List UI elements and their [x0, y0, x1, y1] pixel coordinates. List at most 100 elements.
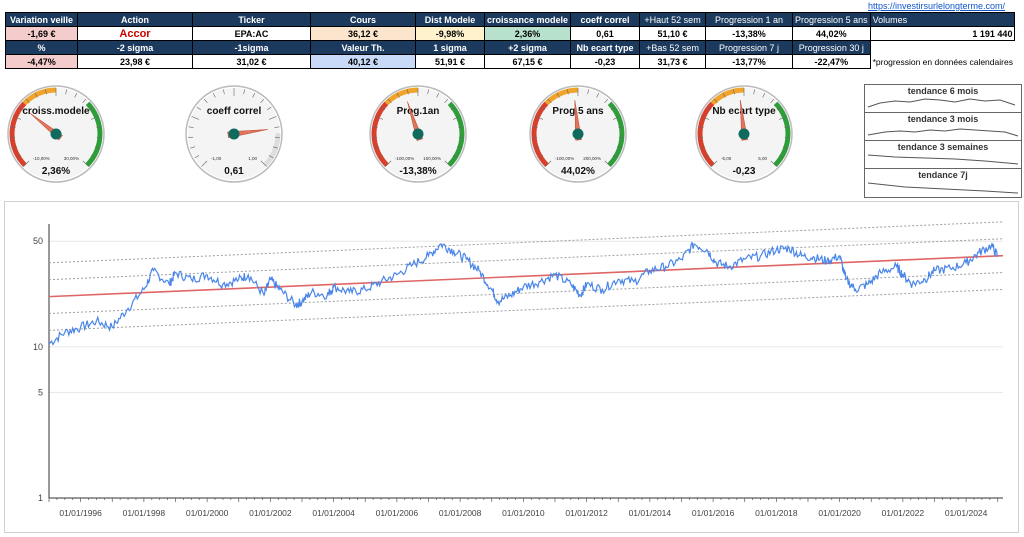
gauge-hub — [412, 128, 424, 140]
trend-3-mois: tendance 3 mois — [865, 113, 1021, 141]
gauge-tick — [778, 155, 784, 159]
sigma-band-line — [48, 272, 1004, 315]
gauge-nb-ecart: Nb ecart type -5,00 5,00 -0,23 — [694, 84, 794, 184]
gauge-min-label: -10,00% — [33, 156, 50, 161]
gauge-tick — [700, 146, 706, 149]
hdr-prog-5ans: Progression 5 ans — [792, 12, 871, 27]
stats-header-row-2: % -2 sigma -1sigma Valeur Th. 1 sigma +2… — [5, 40, 1015, 55]
hdr-volumes: Volumes — [869, 12, 1016, 27]
gauge-tick — [427, 89, 430, 95]
x-tick-label: 01/01/2008 — [439, 508, 482, 518]
gauge-band-orange — [22, 87, 57, 106]
val-pct: -4,47% — [5, 54, 78, 69]
gauge-band-orange — [544, 87, 579, 106]
gauge-tick — [704, 155, 710, 159]
sparkline-6-mois — [867, 98, 1016, 108]
gauge-tick — [88, 106, 94, 111]
gauge-tick — [387, 98, 392, 104]
gauge-tick — [534, 146, 540, 149]
gauge-band-green — [607, 101, 625, 167]
gauge-max-label: 200,00% — [583, 156, 601, 161]
val-prog-1an: -13,38% — [705, 26, 794, 41]
gauge-tick — [396, 92, 400, 98]
gauge-tick — [194, 155, 200, 159]
trend-label: tendance 3 semaines — [897, 142, 989, 152]
gauge-tick — [784, 126, 790, 128]
site-link[interactable]: https://investirsurlelongterme.com/ — [868, 1, 1006, 11]
gauge-tick — [753, 89, 756, 95]
gauge-band-green — [85, 101, 103, 167]
gauge-prog-5ans: Prog.5 ans -100,00% 200,00% 44,02% — [528, 84, 628, 184]
gauge-tick — [698, 126, 704, 128]
gauge-tick — [23, 160, 30, 167]
gauge-tick — [82, 98, 87, 104]
gauge-tick — [566, 89, 569, 95]
gauge-tick — [12, 146, 18, 149]
gauge-tick — [190, 146, 196, 149]
x-tick-label: 01/01/2024 — [945, 508, 988, 518]
gauge-tick — [196, 106, 202, 111]
gauge-value: 44,02% — [561, 166, 595, 177]
gauge-tick — [452, 116, 461, 120]
stats-header-row-1: Variation veille Action Ticker Cours Dis… — [5, 12, 1016, 27]
gauge-tick — [776, 106, 782, 111]
gauge-tick — [74, 92, 78, 98]
x-tick-label: 01/01/2010 — [502, 508, 545, 518]
gauge-tick — [596, 92, 600, 98]
gauge-tick — [260, 98, 265, 104]
val-bas-52: 31,73 € — [639, 54, 707, 69]
price-series-line — [48, 241, 998, 346]
gauge-tick — [212, 92, 216, 98]
y-tick-label: 10 — [33, 342, 43, 352]
gauge-tick — [778, 116, 787, 120]
gauge-tick — [90, 155, 96, 159]
val-ticker: EPA:AC — [192, 26, 311, 41]
gauge-title: Nb ecart type — [712, 106, 776, 117]
gauge-tick — [722, 92, 726, 98]
hdr-dist-modele: Dist Modele — [415, 12, 485, 27]
hdr-minus1sigma: -1sigma — [192, 40, 311, 55]
gauge-band-red — [371, 101, 389, 167]
gauge-tick — [713, 98, 718, 104]
gauge-tick — [444, 160, 451, 167]
x-tick-label: 01/01/2022 — [882, 508, 925, 518]
gauge-tick — [34, 92, 38, 98]
gauge-hub — [228, 128, 240, 140]
gauge-value: -13,38% — [399, 166, 436, 177]
gauge-hub — [572, 128, 584, 140]
gauge-tick — [44, 89, 47, 95]
sparkline-3-mois — [867, 128, 1019, 137]
gauge-max-label: 1,00 — [248, 156, 257, 161]
hdr-variation-veille: Variation veille — [5, 12, 78, 27]
gauge-svg-0: croiss.modele -10,00% 30,00% 2,36% — [7, 85, 105, 183]
sparkline-3-semaines — [867, 154, 1019, 165]
hdr-2sigma: +2 sigma — [483, 40, 572, 55]
trend-panel: tendance 6 mois tendance 3 mois tendance… — [864, 84, 1022, 198]
y-tick-label: 50 — [33, 236, 43, 246]
gauge-tick — [82, 160, 89, 167]
gauge-tick — [374, 146, 380, 149]
gauge-tick — [260, 160, 267, 167]
hdr-action: Action — [77, 12, 193, 27]
x-tick-label: 01/01/1996 — [59, 508, 102, 518]
gauge-tick — [372, 126, 378, 128]
gauge-band-green — [773, 101, 791, 167]
gauge-svg-1: coeff correl -1,00 1,00 0,61 — [185, 85, 283, 183]
val-croissance-modele: 2,36% — [483, 26, 572, 41]
gauge-tick — [96, 126, 102, 128]
hdr-prog-7j: Progression 7 j — [705, 40, 794, 55]
val-prog-7j: -13,77% — [705, 54, 794, 69]
gauge-tick — [706, 106, 712, 111]
hdr-ticker: Ticker — [192, 12, 311, 27]
gauge-tick — [203, 98, 208, 104]
sigma-band-line — [48, 221, 1004, 264]
hdr-prog-1an: Progression 1 an — [705, 12, 794, 27]
gauge-svg-3: Prog.5 ans -100,00% 200,00% 44,02% — [529, 85, 627, 183]
val-valeur-th: 40,12 € — [310, 54, 416, 69]
gauge-tick — [610, 106, 616, 111]
sigma-band-line — [48, 288, 1004, 331]
stats-value-row-1: -1,69 € Accor EPA:AC 36,12 € -9,98% 2,36… — [5, 26, 1016, 41]
hdr-minus2sigma: -2 sigma — [77, 40, 193, 55]
gauge-tick — [406, 89, 409, 95]
gauge-tick — [10, 126, 16, 128]
